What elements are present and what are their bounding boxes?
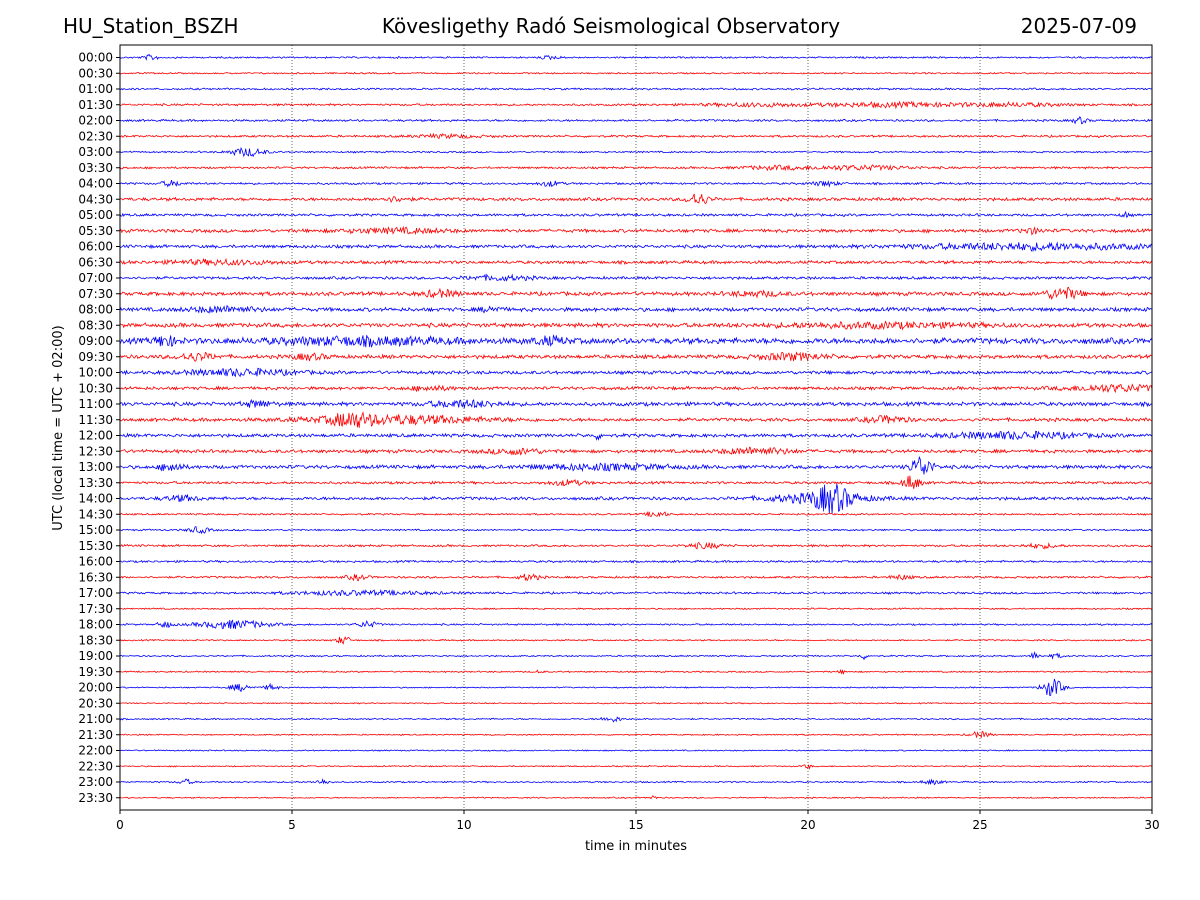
trace-1900 — [119, 651, 1153, 661]
trace-0230 — [119, 132, 1153, 140]
trace-2030 — [119, 701, 1153, 705]
y-tick-label: 13:30 — [78, 476, 113, 490]
y-tick-label: 00:00 — [78, 51, 113, 65]
y-tick-label: 15:00 — [78, 523, 113, 537]
y-tick-label: 02:30 — [78, 129, 113, 143]
y-tick-label: 07:00 — [78, 271, 113, 285]
trace-1830 — [119, 636, 1153, 645]
trace-1500 — [119, 526, 1153, 535]
y-tick-label: 20:00 — [78, 681, 113, 695]
y-tick-label: 22:30 — [78, 759, 113, 773]
x-tick-label: 0 — [116, 818, 124, 832]
chart-date: 2025-07-09 — [1020, 14, 1137, 38]
y-tick-label: 18:30 — [78, 633, 113, 647]
y-tick-label: 01:30 — [78, 98, 113, 112]
y-tick-label: 02:00 — [78, 114, 113, 128]
y-tick-label: 21:00 — [78, 712, 113, 726]
y-tick-label: 17:00 — [78, 586, 113, 600]
x-tick-label: 15 — [628, 818, 643, 832]
y-tick-label: 18:00 — [78, 618, 113, 632]
trace-1200 — [119, 430, 1153, 441]
trace-1100 — [119, 398, 1153, 409]
y-tick-label: 11:00 — [78, 397, 113, 411]
x-tick-label: 30 — [1144, 818, 1159, 832]
y-tick-label: 12:30 — [78, 444, 113, 458]
y-tick-label: 20:30 — [78, 696, 113, 710]
chart-title: Kövesligethy Radó Seismological Observat… — [381, 14, 841, 38]
y-tick-label: 11:30 — [78, 413, 113, 427]
trace-0300 — [119, 146, 1153, 158]
y-tick-label: 21:30 — [78, 728, 113, 742]
y-tick-label: 00:30 — [78, 66, 113, 80]
x-tick-label: 5 — [288, 818, 296, 832]
y-tick-label: 07:30 — [78, 287, 113, 301]
y-tick-label: 16:00 — [78, 555, 113, 569]
y-tick-label: 04:00 — [78, 177, 113, 191]
x-tick-labels: 0 5 10 15 20 25 30 — [116, 810, 1160, 832]
y-tick-label: 23:00 — [78, 775, 113, 789]
y-tick-label: 01:00 — [78, 82, 113, 96]
y-tick-label: 09:00 — [78, 334, 113, 348]
y-tick-label: 19:30 — [78, 665, 113, 679]
trace-0830 — [119, 320, 1153, 331]
y-tick-label: 10:30 — [78, 381, 113, 395]
trace-1700 — [119, 589, 1153, 597]
y-tick-label: 09:30 — [78, 350, 113, 364]
y-tick-label: 19:00 — [78, 649, 113, 663]
trace-2300 — [119, 778, 1153, 786]
y-tick-label: 05:00 — [78, 208, 113, 222]
y-tick-label: 12:00 — [78, 429, 113, 443]
x-tick-label: 10 — [456, 818, 471, 832]
trace-1030 — [120, 383, 1153, 394]
trace-1530 — [119, 541, 1153, 550]
y-tick-label: 22:00 — [78, 744, 113, 758]
y-tick-label: 13:00 — [78, 460, 113, 474]
y-tick-label: 15:30 — [78, 539, 113, 553]
y-tick-label: 14:30 — [78, 507, 113, 521]
y-tick-label: 05:30 — [78, 224, 113, 238]
station-name: HU_Station_BSZH — [63, 14, 239, 38]
y-tick-label: 06:00 — [78, 240, 113, 254]
y-tick-label: 16:30 — [78, 570, 113, 584]
trace-0100 — [119, 87, 1153, 91]
trace-1930 — [119, 668, 1153, 675]
x-axis-label: time in minutes — [585, 839, 687, 854]
trace-1430 — [119, 511, 1153, 518]
grid-lines — [291, 45, 981, 810]
y-tick-label: 14:00 — [78, 492, 113, 506]
trace-1300 — [119, 455, 1153, 475]
x-tick-label: 20 — [800, 818, 815, 832]
y-axis-label: UTC (local time = UTC + 02:00) — [51, 325, 66, 530]
y-tick-label: 23:30 — [78, 791, 113, 805]
trace-2100 — [119, 716, 1153, 723]
y-tick-label: 08:00 — [78, 303, 113, 317]
y-tick-label: 06:30 — [78, 255, 113, 269]
trace-0530 — [119, 225, 1153, 236]
y-tick-label: 04:30 — [78, 192, 113, 206]
y-tick-label: 10:00 — [78, 366, 113, 380]
y-tick-label: 03:00 — [78, 145, 113, 159]
x-tick-label: 25 — [972, 818, 987, 832]
trace-0930 — [119, 351, 1153, 362]
y-tick-label: 03:30 — [78, 161, 113, 175]
y-tick-label: 17:30 — [78, 602, 113, 616]
y-tick-label: 08:30 — [78, 318, 113, 332]
